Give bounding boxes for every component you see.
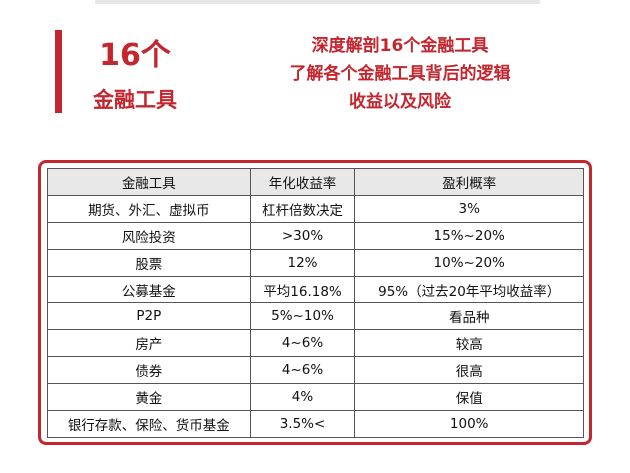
table-cell: 5%~10% — [249, 302, 356, 331]
table-cell: 3.5%< — [249, 410, 356, 438]
table-row: 风险投资 >30% 15%~20% — [47, 221, 584, 250]
column-header: 盈利概率 — [354, 168, 584, 196]
table-cell: 3% — [354, 194, 584, 223]
table-cell: 4% — [249, 383, 356, 412]
table-cell: >30% — [249, 221, 356, 250]
table-frame — [38, 160, 592, 445]
top-rule — [95, 0, 540, 4]
table-cell: 期货、外汇、虚拟币 — [47, 194, 251, 223]
table-cell: 看品种 — [354, 302, 584, 331]
table-row: 股票 12% 10%~20% — [47, 248, 584, 277]
table-row: 黄金 4% 保值 — [47, 383, 584, 412]
table-cell: 保值 — [354, 383, 584, 412]
table-cell: 杠杆倍数决定 — [249, 194, 356, 223]
table-cell: 95%（过去20年平均收益率） — [354, 275, 584, 304]
intro-line: 了解各个金融工具背后的逻辑 — [289, 64, 511, 84]
headline-number: 16个 — [99, 38, 171, 73]
accent-bar — [55, 30, 62, 113]
table-row: 房产 4~6% 较高 — [47, 329, 584, 358]
table-cell: 12% — [249, 248, 356, 277]
table-cell: 债券 — [47, 356, 251, 385]
header-row: 金融工具 年化收益率 盈利概率 — [47, 168, 584, 196]
intro-line: 收益以及风险 — [349, 92, 451, 112]
column-header: 年化收益率 — [249, 168, 356, 196]
table-cell: 4~6% — [249, 356, 356, 385]
table-row: 银行存款、保险、货币基金 3.5%< 100% — [47, 410, 584, 438]
table-row: 公募基金 平均16.18% 95%（过去20年平均收益率） — [47, 275, 584, 304]
table-row: P2P 5%~10% 看品种 — [47, 302, 584, 331]
table-cell: 10%~20% — [354, 248, 584, 277]
table-cell: P2P — [47, 302, 251, 331]
table-cell: 15%~20% — [354, 221, 584, 250]
table-cell: 股票 — [47, 248, 251, 277]
table-cell: 很高 — [354, 356, 584, 385]
headline-sub: 金融工具 — [93, 88, 177, 112]
table-cell: 黄金 — [47, 383, 251, 412]
table-cell: 银行存款、保险、货币基金 — [47, 410, 251, 438]
table-cell: 4~6% — [249, 329, 356, 358]
table-cell: 风险投资 — [47, 221, 251, 250]
table-row: 债券 4~6% 很高 — [47, 356, 584, 385]
table-cell: 公募基金 — [47, 275, 251, 304]
tools-table: 金融工具 年化收益率 盈利概率 期货、外汇、虚拟币 杠杆倍数决定 3% 风险投资 >30% 15… — [47, 168, 584, 438]
table-cell: 较高 — [354, 329, 584, 358]
table-cell: 平均16.18% — [249, 275, 356, 304]
intro-line: 深度解剖16个金融工具 — [311, 36, 489, 56]
intro-lines: 深度解剖16个金融工具了解各个金融工具背后的逻辑 收益以及风险 — [250, 32, 550, 116]
table-cell: 房产 — [47, 329, 251, 358]
column-header: 金融工具 — [47, 168, 251, 196]
table-row: 期货、外汇、虚拟币 杠杆倍数决定 3% — [47, 194, 584, 223]
table-cell: 100% — [354, 410, 584, 438]
